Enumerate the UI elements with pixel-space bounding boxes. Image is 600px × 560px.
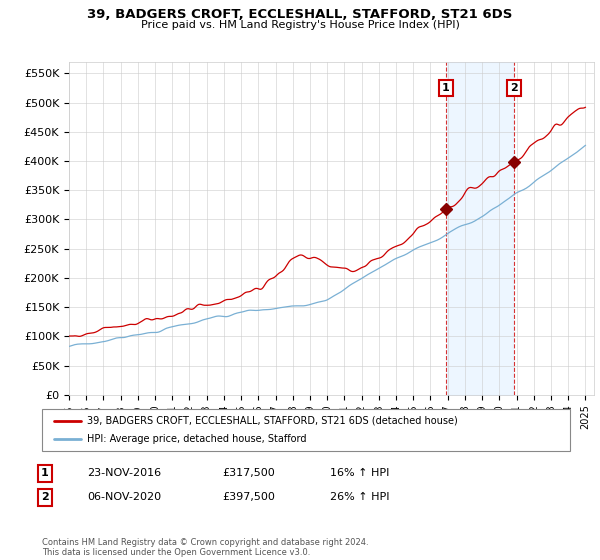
Text: Price paid vs. HM Land Registry's House Price Index (HPI): Price paid vs. HM Land Registry's House … xyxy=(140,20,460,30)
Text: 1: 1 xyxy=(41,468,49,478)
Text: 2: 2 xyxy=(41,492,49,502)
Text: 39, BADGERS CROFT, ECCLESHALL, STAFFORD, ST21 6DS (detached house): 39, BADGERS CROFT, ECCLESHALL, STAFFORD,… xyxy=(87,416,458,426)
Text: 23-NOV-2016: 23-NOV-2016 xyxy=(87,468,161,478)
Text: 2: 2 xyxy=(510,83,518,94)
Text: 1: 1 xyxy=(442,83,450,94)
Text: 06-NOV-2020: 06-NOV-2020 xyxy=(87,492,161,502)
Text: 39, BADGERS CROFT, ECCLESHALL, STAFFORD, ST21 6DS: 39, BADGERS CROFT, ECCLESHALL, STAFFORD,… xyxy=(88,8,512,21)
Text: 26% ↑ HPI: 26% ↑ HPI xyxy=(330,492,389,502)
Text: 16% ↑ HPI: 16% ↑ HPI xyxy=(330,468,389,478)
Text: HPI: Average price, detached house, Stafford: HPI: Average price, detached house, Staf… xyxy=(87,434,307,444)
Text: £317,500: £317,500 xyxy=(222,468,275,478)
Text: Contains HM Land Registry data © Crown copyright and database right 2024.
This d: Contains HM Land Registry data © Crown c… xyxy=(42,538,368,557)
Text: £397,500: £397,500 xyxy=(222,492,275,502)
